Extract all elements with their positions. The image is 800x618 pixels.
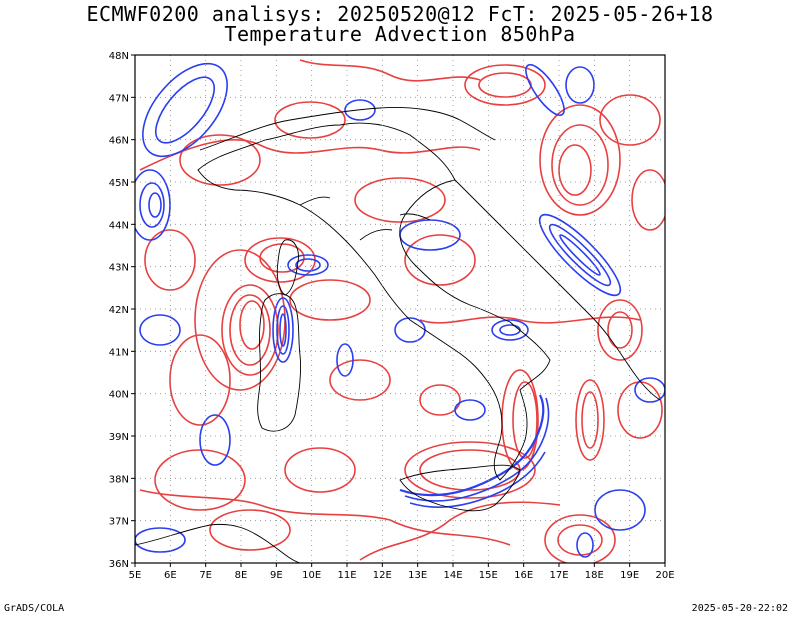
lon-tick-label: 15E [479, 570, 498, 581]
lat-tick-label: 45N [109, 178, 129, 189]
contour-field [135, 59, 665, 563]
lon-tick-label: 12E [373, 570, 392, 581]
lon-tick-label: 8E [235, 570, 248, 581]
lon-tick-label: 5E [129, 570, 142, 581]
lat-tick-label: 40N [109, 390, 129, 401]
map-subtitle: Temperature Advection 850hPa [224, 22, 576, 46]
map-title: ECMWF0200 analisys: 20250520@12 FcT: 202… [86, 2, 714, 26]
lon-tick-label: 7E [199, 570, 212, 581]
cold-advection-contours [135, 62, 665, 558]
lat-tick-label: 42N [109, 305, 129, 316]
warm-advection-contours [139, 59, 665, 563]
lon-tick-label: 19E [620, 570, 639, 581]
footer-credit: GrADS/COLA [4, 603, 65, 614]
lon-tick-label: 11E [337, 570, 356, 581]
lat-tick-label: 37N [109, 517, 129, 528]
map-axes: 5E 6E 7E 8E 9E 10E 11E 12E 13E 14E 15E 16E 17E 18E 19E… [109, 51, 675, 581]
lat-lon-grid [135, 55, 665, 563]
lat-tick-label: 41N [109, 347, 129, 358]
lon-tick-label: 16E [514, 570, 533, 581]
coastlines [135, 107, 661, 563]
lon-tick-label: 6E [164, 570, 177, 581]
lon-tick-label: 13E [408, 570, 427, 581]
lat-tick-label: 47N [109, 93, 129, 104]
lon-tick-label: 20E [655, 570, 674, 581]
lon-tick-label: 14E [443, 570, 462, 581]
lon-tick-label: 18E [585, 570, 604, 581]
lat-tick-label: 46N [109, 136, 129, 147]
lat-tick-label: 39N [109, 432, 129, 443]
footer-timestamp: 2025-05-20-22:02 [691, 603, 788, 614]
lon-tick-label: 10E [302, 570, 321, 581]
lat-tick-label: 43N [109, 263, 129, 274]
lat-tick-label: 48N [109, 51, 129, 62]
lat-tick-label: 38N [109, 474, 129, 485]
lat-tick-label: 44N [109, 220, 129, 231]
lat-tick-label: 36N [109, 559, 129, 570]
lon-tick-label: 17E [549, 570, 568, 581]
lon-tick-label: 9E [270, 570, 283, 581]
